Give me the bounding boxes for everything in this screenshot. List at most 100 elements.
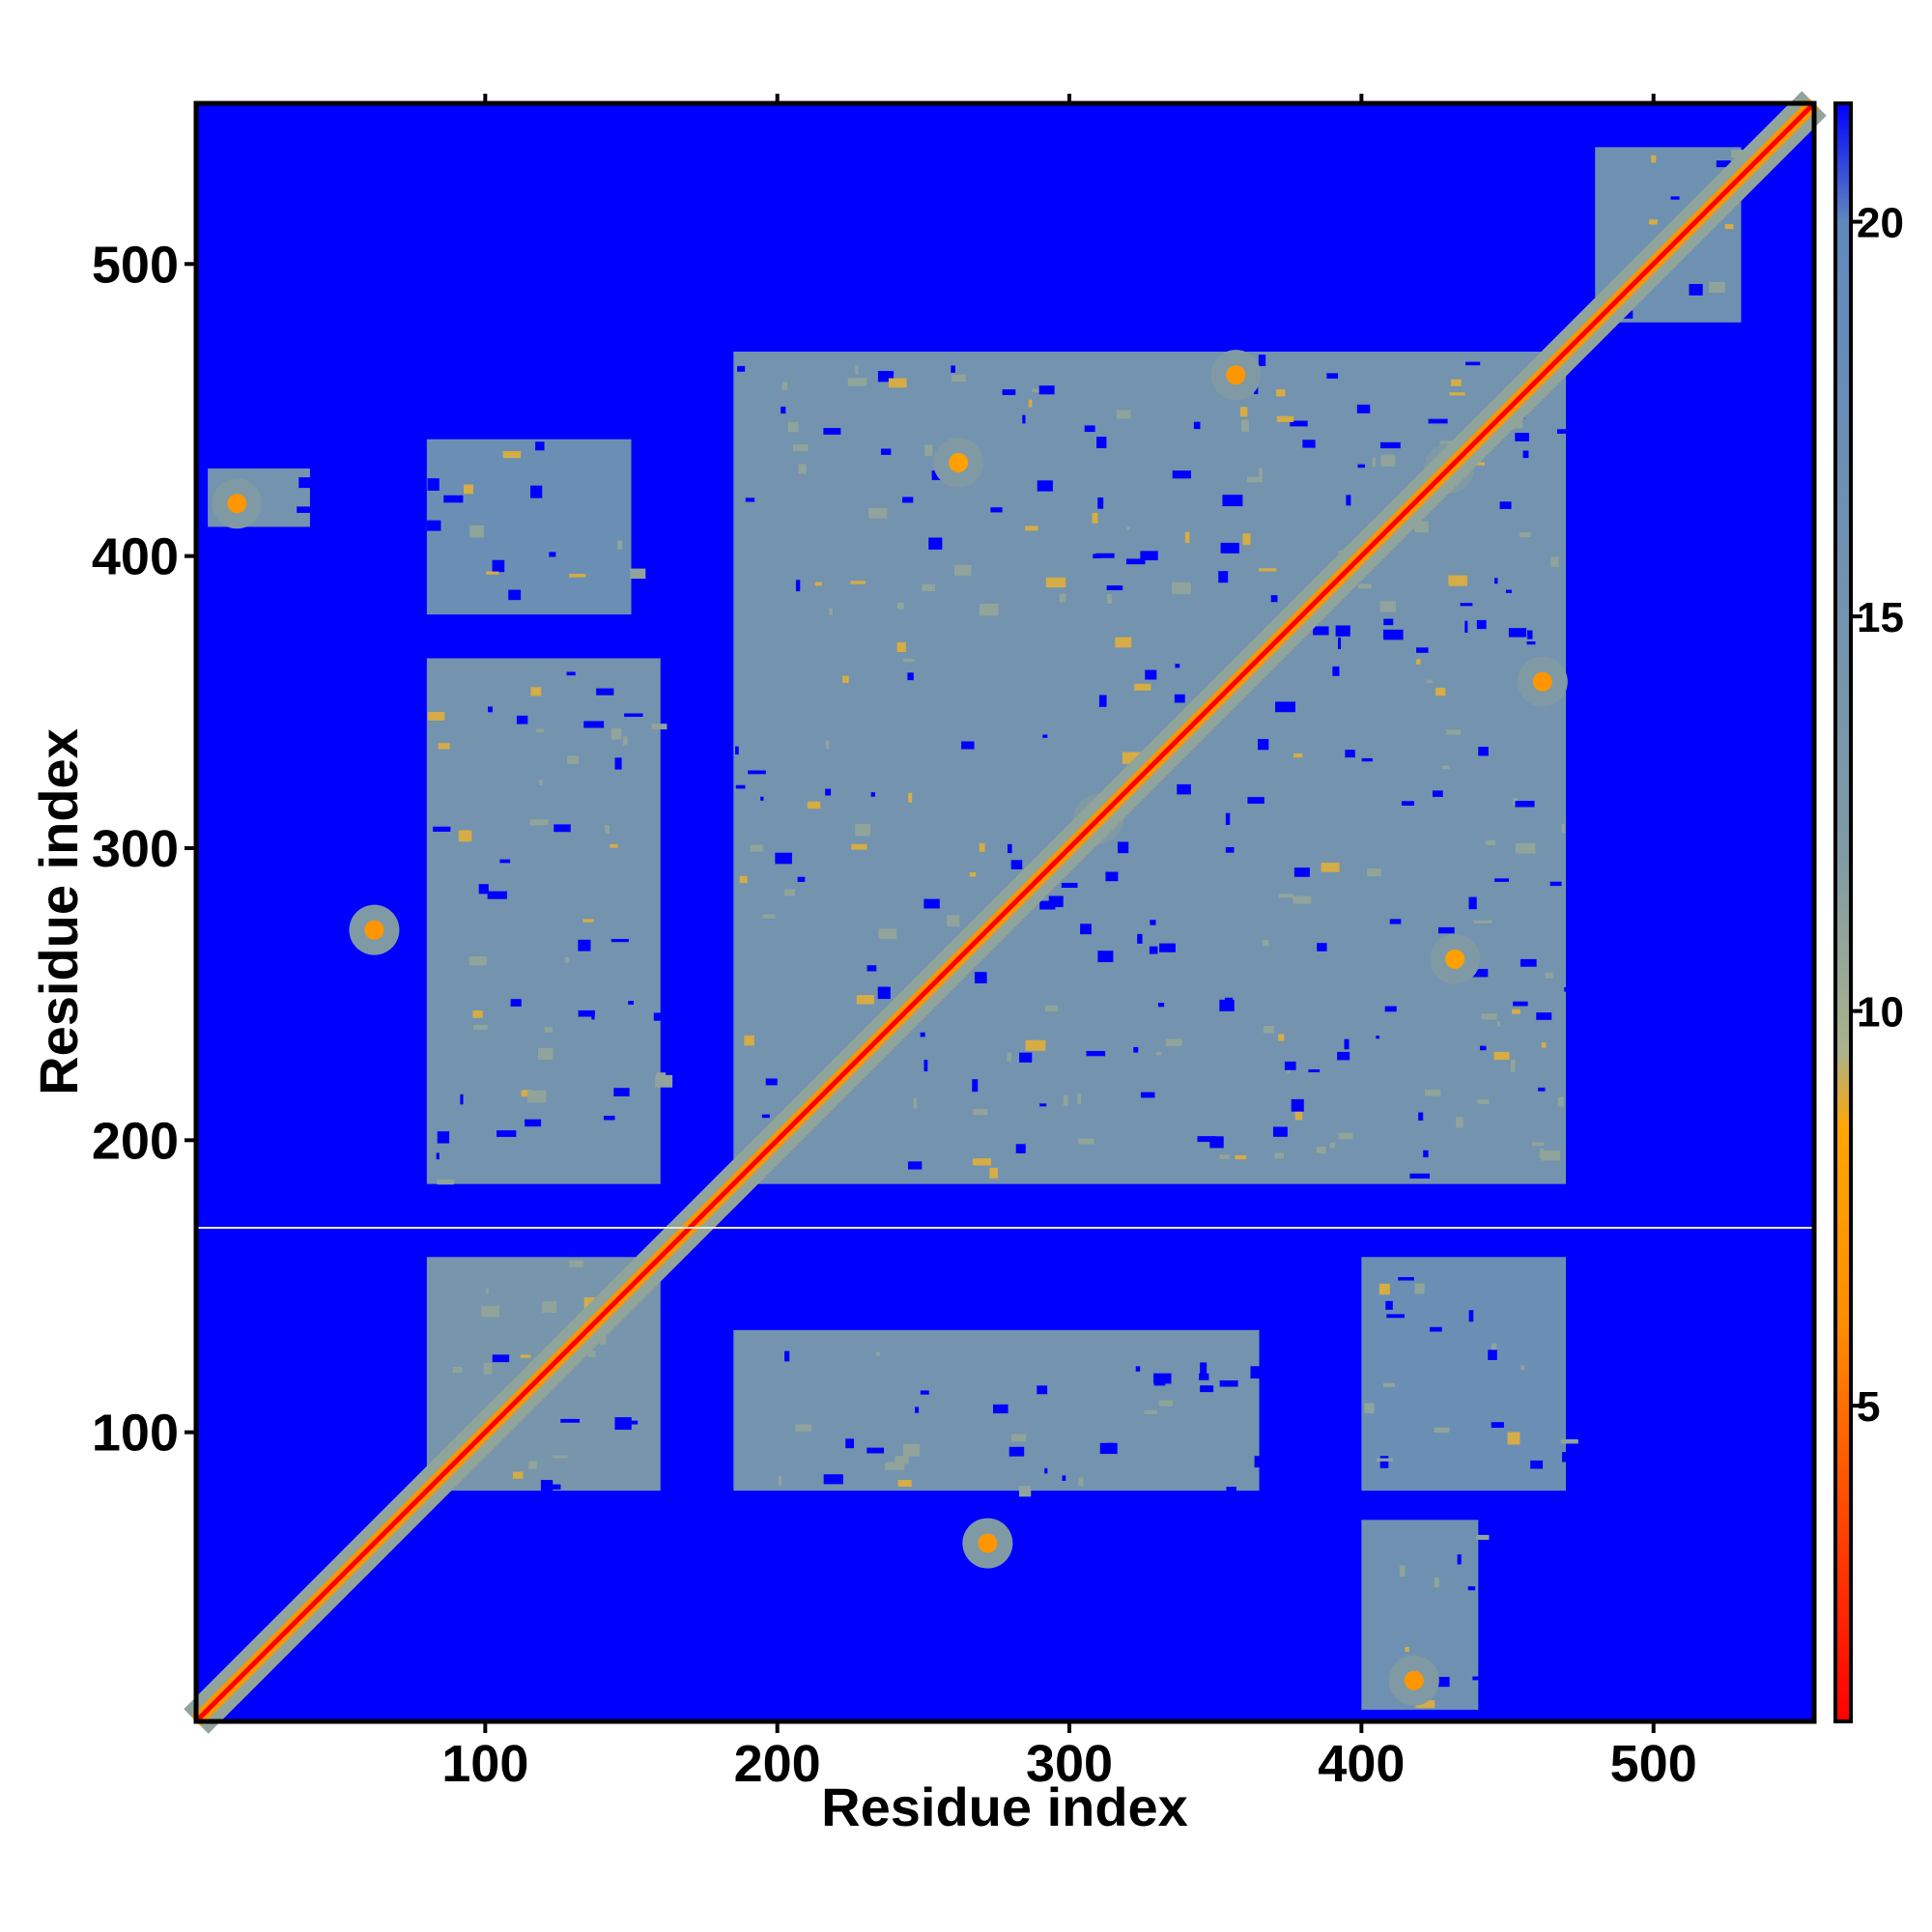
contact-speckle bbox=[784, 1350, 790, 1362]
contact-speckle bbox=[1446, 729, 1462, 735]
contact-speckle bbox=[877, 986, 891, 1000]
contact-speckle bbox=[1432, 1676, 1450, 1688]
contact-speckle bbox=[761, 1114, 770, 1119]
contact-speckle bbox=[1316, 1146, 1326, 1154]
contact-speckle bbox=[1515, 801, 1535, 808]
contact-speckle bbox=[1028, 399, 1033, 408]
contact-speckle bbox=[1435, 687, 1446, 696]
contact-speckle bbox=[599, 1335, 607, 1345]
contact-speckle bbox=[961, 741, 975, 750]
contact-speckle bbox=[1092, 512, 1098, 524]
contact-speckle bbox=[1172, 582, 1191, 594]
contact-speckle bbox=[1376, 1458, 1394, 1462]
contact-speckle bbox=[1530, 1460, 1544, 1469]
contact-speckle bbox=[829, 608, 833, 615]
hotspot-core bbox=[227, 494, 247, 514]
contact-speckle bbox=[1063, 1095, 1068, 1106]
contact-speckle bbox=[1557, 1096, 1564, 1107]
contact-speckle bbox=[856, 995, 874, 1005]
contact-block bbox=[426, 439, 632, 615]
contact-speckle bbox=[1293, 753, 1303, 758]
contact-speckle bbox=[1291, 1098, 1304, 1112]
contact-speckle bbox=[492, 559, 505, 573]
contact-speckle bbox=[1399, 1565, 1406, 1577]
contact-speckle bbox=[1515, 433, 1529, 441]
contact-speckle bbox=[1095, 553, 1115, 558]
contact-speckle bbox=[745, 497, 755, 502]
contact-speckle bbox=[1384, 1006, 1397, 1012]
contact-speckle bbox=[1488, 1350, 1497, 1360]
contact-speckle bbox=[989, 1167, 998, 1179]
contact-speckle bbox=[765, 1078, 778, 1086]
contact-speckle bbox=[538, 1047, 554, 1061]
contact-speckle bbox=[539, 780, 543, 785]
contact-speckle bbox=[1496, 1021, 1500, 1027]
contact-speckle bbox=[1357, 583, 1372, 589]
contact-speckle bbox=[1338, 637, 1342, 649]
contact-speckle bbox=[797, 876, 806, 882]
contact-speckle bbox=[993, 1404, 1009, 1414]
contact-speckle bbox=[1485, 840, 1496, 845]
contact-speckle bbox=[1018, 1486, 1032, 1497]
contact-speckle bbox=[1416, 659, 1421, 666]
colorbar-tick-label: 5 bbox=[1857, 1383, 1880, 1431]
contact-speckle bbox=[1536, 1012, 1552, 1020]
contact-speckle bbox=[1389, 919, 1402, 924]
contact-speckle bbox=[1126, 526, 1130, 530]
contact-speckle bbox=[1519, 531, 1531, 538]
contact-speckle bbox=[1105, 871, 1119, 882]
contact-speckle bbox=[885, 1462, 905, 1470]
contact-speckle bbox=[908, 792, 913, 803]
contact-speckle bbox=[990, 507, 1003, 513]
contact-speckle bbox=[1258, 355, 1266, 366]
contact-speckle bbox=[762, 914, 776, 919]
contact-speckle bbox=[458, 830, 472, 842]
contact-speckle bbox=[1197, 1136, 1217, 1143]
contact-speckle bbox=[1379, 441, 1401, 449]
y-tick-label: 400 bbox=[92, 528, 179, 586]
contact-speckle bbox=[1240, 419, 1250, 432]
contact-speckle bbox=[483, 1362, 493, 1375]
contact-speckle bbox=[1007, 1052, 1011, 1062]
contact-speckle bbox=[1541, 1042, 1547, 1048]
contact-speckle bbox=[897, 1480, 912, 1488]
contact-speckle bbox=[1199, 1373, 1209, 1380]
contact-speckle bbox=[888, 378, 907, 388]
contact-speckle bbox=[487, 891, 507, 899]
contact-speckle bbox=[1424, 1089, 1441, 1096]
contact-speckle bbox=[847, 378, 867, 386]
contact-speckle bbox=[528, 1461, 537, 1469]
contact-speckle bbox=[1242, 533, 1251, 546]
contact-speckle bbox=[630, 568, 646, 580]
contact-speckle bbox=[739, 875, 748, 884]
contact-speckle bbox=[850, 581, 866, 584]
contact-speckle bbox=[1651, 155, 1657, 163]
contact-speckle bbox=[867, 1447, 885, 1454]
contact-speckle bbox=[1045, 577, 1066, 588]
contact-speckle bbox=[778, 1476, 782, 1486]
contact-speckle bbox=[1177, 783, 1191, 795]
contact-speckle bbox=[1432, 790, 1443, 797]
contact-speckle bbox=[1276, 415, 1294, 422]
contact-speckle bbox=[433, 826, 451, 832]
contact-speckle bbox=[1002, 389, 1016, 395]
contact-speckle bbox=[1039, 900, 1056, 910]
contact-speckle bbox=[1145, 669, 1157, 680]
y-axis-ticks: 100 200 300 400 500 bbox=[92, 236, 196, 1463]
contact-speckle bbox=[902, 497, 914, 503]
contact-speckle bbox=[1477, 1099, 1490, 1104]
contact-speckle bbox=[896, 641, 906, 653]
contact-speckle bbox=[520, 1354, 531, 1358]
contact-speckle bbox=[880, 448, 892, 455]
contact-speckle bbox=[760, 796, 764, 801]
contact-speckle bbox=[928, 537, 943, 550]
contact-speckle bbox=[1097, 497, 1104, 509]
contact-speckle bbox=[655, 1074, 673, 1088]
colorbar-ticks: 5 10 15 20 bbox=[1851, 200, 1904, 1431]
contact-speckle bbox=[781, 406, 786, 414]
contact-speckle bbox=[823, 1474, 843, 1485]
contact-speckle bbox=[953, 564, 972, 576]
contact-speckle bbox=[1159, 943, 1176, 952]
contact-speckle bbox=[798, 464, 807, 474]
contact-speckle bbox=[1539, 1148, 1545, 1159]
